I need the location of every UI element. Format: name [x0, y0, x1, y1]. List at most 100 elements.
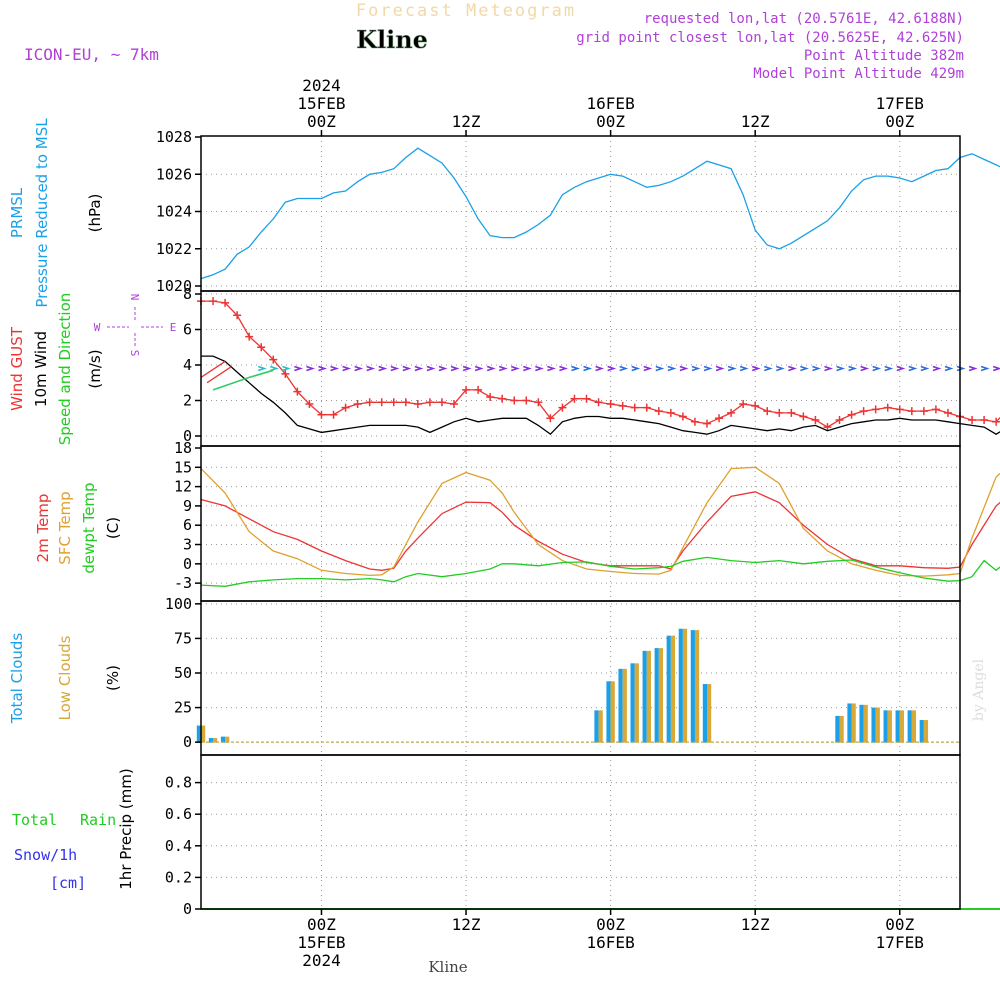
- gust-marker: [281, 369, 290, 378]
- panel-label: Total Clouds: [8, 633, 26, 725]
- wind-direction-arrow: [836, 365, 846, 372]
- compass-s: S: [128, 350, 141, 357]
- y-tick-label: 0: [183, 555, 192, 573]
- gust-marker: [437, 398, 446, 407]
- top-time-label: 17FEB: [876, 94, 924, 113]
- gust-marker: [943, 408, 952, 417]
- cloud-bar: [213, 738, 218, 743]
- gust-marker: [618, 401, 627, 410]
- cloud-bar: [835, 715, 840, 743]
- wind-direction-arrow: [535, 365, 544, 372]
- bottom-time-label: 15FEB: [297, 933, 345, 952]
- gust-marker: [486, 392, 495, 401]
- wind-direction-arrow: [402, 365, 412, 372]
- wind-direction-arrow: [776, 365, 785, 372]
- panel-label: Speed and Direction: [56, 293, 74, 446]
- gust-marker: [678, 412, 687, 421]
- point-altitude: Point Altitude 382m: [804, 48, 964, 64]
- wind-direction-arrow: [619, 365, 629, 372]
- y-tick-label: 18: [174, 439, 192, 457]
- gust-marker: [871, 405, 880, 414]
- wind-direction-arrow: [667, 365, 677, 372]
- cloud-bar: [875, 707, 880, 743]
- y-tick-label: 1026: [156, 165, 192, 183]
- y-tick-label: 0: [183, 900, 192, 918]
- cloud-bar: [859, 704, 864, 743]
- cloud-bar: [642, 650, 647, 743]
- precip-legend-total: Total: [12, 811, 57, 829]
- gust-marker: [799, 412, 808, 421]
- cloud-bar: [847, 703, 852, 743]
- y-tick-label: 0.6: [165, 805, 192, 823]
- panel-label: (C): [104, 517, 122, 539]
- series-line: [200, 466, 1000, 577]
- cloud-bar: [220, 736, 226, 743]
- wind-direction-arrow: [908, 365, 918, 372]
- bottom-location-label: Kline: [428, 958, 467, 976]
- top-time-label: 16FEB: [587, 94, 635, 113]
- requested-coords: requested lon,lat (20.5761E, 42.6188N): [644, 11, 964, 27]
- cloud-bar: [919, 720, 924, 743]
- wind-direction-arrow: [739, 365, 749, 372]
- panel-frame: [200, 754, 961, 910]
- bottom-time-label: 00Z: [885, 915, 914, 934]
- series-line: [200, 491, 1000, 571]
- wind-direction-arrow: [414, 365, 424, 372]
- gust-marker: [931, 405, 940, 414]
- gust-marker: [919, 407, 928, 416]
- wind-direction-arrow: [703, 365, 713, 372]
- compass-n: N: [128, 294, 141, 301]
- gust-marker: [425, 398, 434, 407]
- cloud-bar: [911, 710, 917, 743]
- wind-direction-arrow: [342, 365, 352, 372]
- panel-label: Pressure Reduced to MSL: [33, 118, 51, 308]
- cloud-bar: [851, 703, 856, 743]
- cloud-bar: [610, 681, 615, 743]
- location-title: Kline: [356, 25, 428, 54]
- bottom-time-label: 2024: [302, 951, 341, 970]
- gust-marker: [317, 410, 326, 419]
- wind-direction-arrow: [318, 365, 328, 372]
- series-line: [200, 556, 1000, 587]
- wind-direction-arrow: [294, 365, 303, 372]
- y-tick-label: 1028: [156, 128, 192, 146]
- cloud-bar: [646, 650, 651, 743]
- cloud-bar: [594, 710, 599, 743]
- y-tick-label: 1020: [156, 277, 192, 295]
- gust-marker: [642, 403, 651, 412]
- bottom-time-label: 12Z: [741, 915, 770, 934]
- wind-direction-arrow: [655, 365, 665, 372]
- cloud-bar: [883, 710, 888, 743]
- wind-direction-arrow: [559, 365, 568, 372]
- wind-direction-arrow: [571, 365, 581, 372]
- gust-marker: [715, 414, 724, 423]
- gust-marker: [209, 297, 218, 306]
- cloud-bar: [907, 710, 912, 743]
- y-tick-label: 8: [183, 285, 192, 303]
- top-time-label: 00Z: [307, 112, 336, 131]
- precip-legend-snow: Snow/1h: [14, 846, 77, 864]
- y-tick-label: 100: [165, 595, 192, 613]
- cloud-bar: [887, 710, 892, 743]
- gust-marker: [462, 385, 471, 394]
- compass-e: E: [170, 321, 177, 334]
- gust-marker: [558, 403, 567, 412]
- wind-direction-arrow: [956, 365, 966, 372]
- wind-direction-arrow: [824, 365, 834, 372]
- gust-marker: [666, 408, 675, 417]
- y-tick-label: 1022: [156, 240, 192, 258]
- panel-frame: [200, 600, 961, 756]
- wind-direction-arrow: [438, 365, 448, 372]
- gust-marker: [245, 332, 254, 341]
- top-time-label: 00Z: [885, 112, 914, 131]
- wind-direction-arrow: [896, 365, 906, 372]
- cloud-bar: [208, 738, 214, 743]
- gust-marker: [546, 414, 555, 423]
- y-tick-label: 25: [174, 699, 192, 717]
- wind-direction-arrow: [450, 365, 460, 372]
- top-time-label: 15FEB: [297, 94, 345, 113]
- top-time-label: 00Z: [596, 112, 625, 131]
- gust-marker: [907, 407, 916, 416]
- wind-barb: [200, 360, 232, 384]
